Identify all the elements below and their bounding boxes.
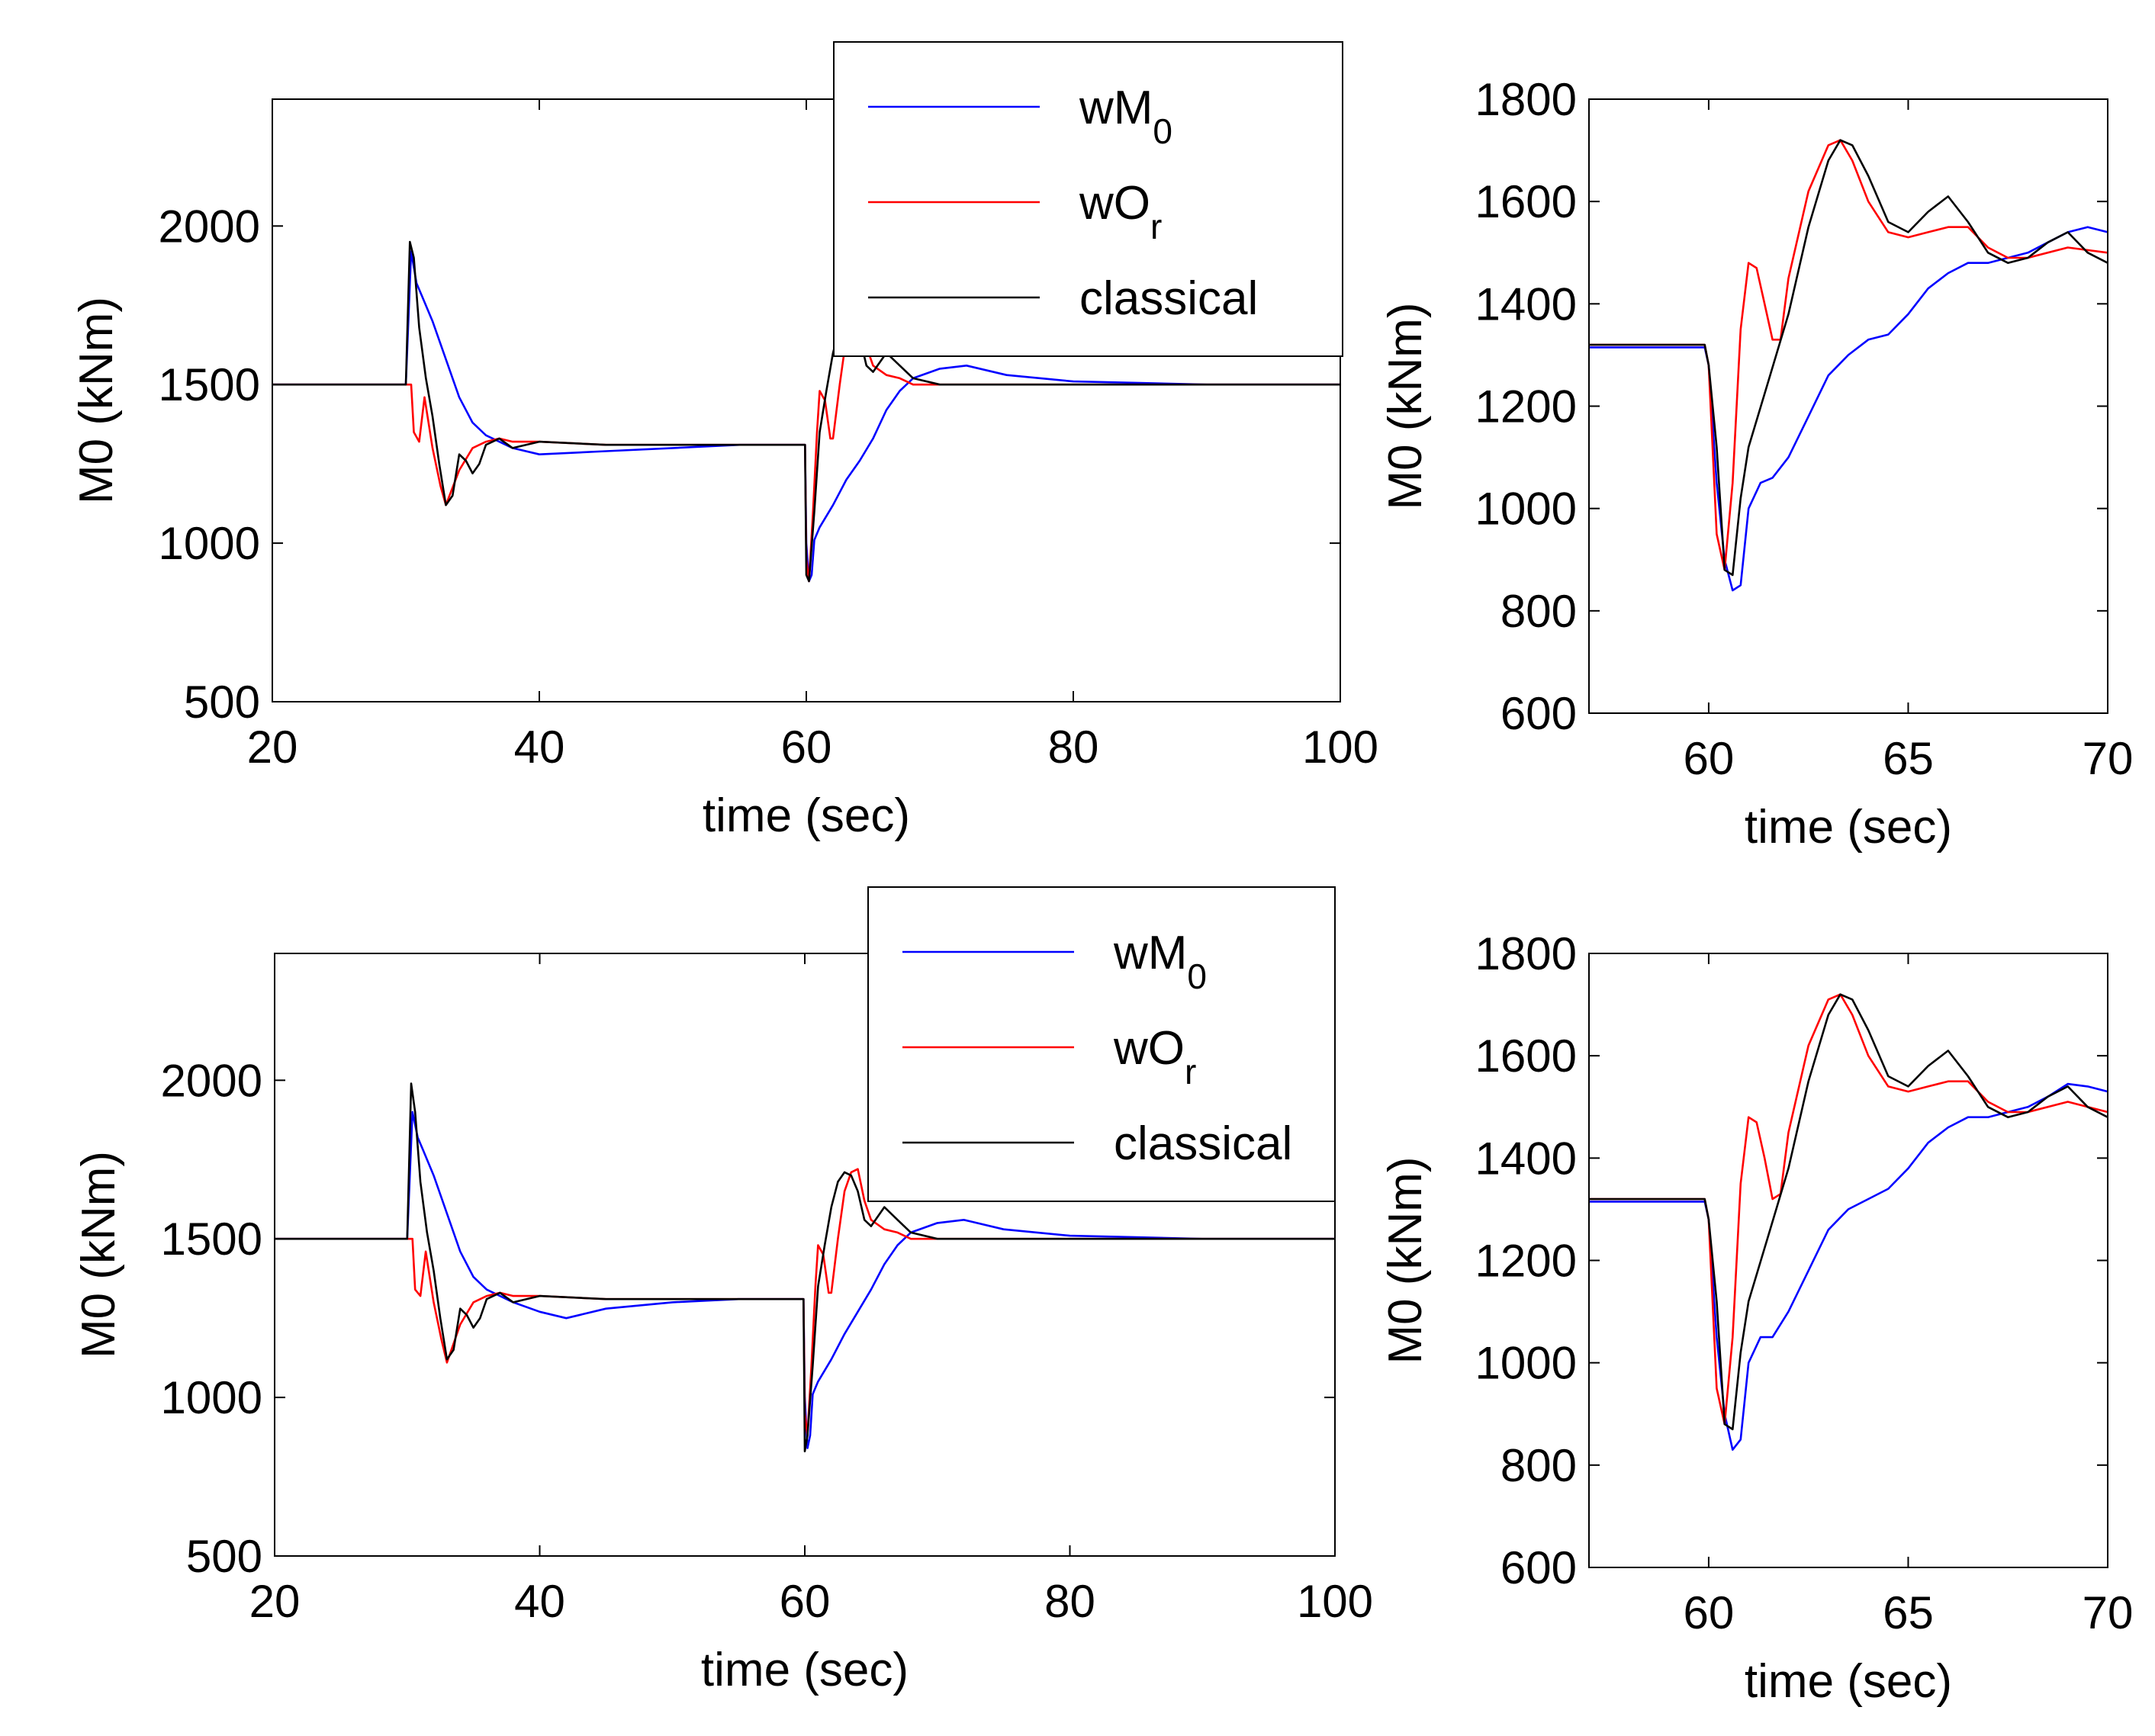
bottom-zoom-y-tick-label: 1400 [1475,1133,1577,1184]
bottom-zoom-series-classical [1589,993,2108,1431]
bottom-zoom-x-tick-label: 70 [2083,1587,2134,1638]
bottom-zoom-y-tick-label: 1200 [1475,1236,1577,1287]
bottom-main-legend-label-base: classical [1114,1117,1292,1170]
top-zoom-y-tick-label: 1800 [1475,74,1577,125]
top-main-chart: 20 40 60 80 100 500 1000 1500 2000 time (sec) M0 (… [70,41,1378,842]
top-zoom-series-classical [1589,139,2108,577]
bottom-zoom-y-tick-label: 800 [1500,1440,1577,1491]
top-zoom-y-tick-label: 1000 [1475,484,1577,535]
bottom-main-y-tick-label: 2000 [161,1055,262,1106]
top-zoom-y-axis-label: M0 (kNm) [1379,302,1432,510]
bottom-main-y-axis-label: M0 (kNm) [72,1151,125,1358]
bottom-main-legend-label-sub: 0 [1187,956,1207,996]
bottom-main-series-classical [275,1082,1335,1453]
bottom-zoom-y-tick-label: 1000 [1475,1338,1577,1389]
bottom-main-y-tick-label: 1000 [161,1372,262,1423]
top-zoom-y-tick-label: 1200 [1475,381,1577,432]
bottom-main-x-tick-label: 100 [1297,1576,1373,1627]
top-main-legend-box [833,41,1343,357]
bottom-zoom-chart: 60 65 70 600 800 1000 1200 1400 1600 1800 time (se… [1379,928,2133,1708]
bottom-main-y-tick-label: 1500 [161,1214,262,1265]
bottom-zoom-y-tick-label: 600 [1500,1542,1577,1593]
top-zoom-plot-frame [1588,98,2108,714]
top-zoom-y-tick-label: 1400 [1475,278,1577,330]
top-zoom-y-tick-label: 1600 [1475,176,1577,227]
top-main-x-axis-label: time (sec) [703,789,910,842]
bottom-main-legend-label-sub: r [1185,1052,1196,1091]
top-main-legend-label-base: classical [1079,272,1258,325]
top-zoom-x-axis-label: time (sec) [1745,801,1952,854]
top-main-y-axis-label: M0 (kNm) [70,297,123,504]
bottom-main-legend-label-0: wM0 [1113,927,1207,996]
top-main-x-tick-label: 80 [1048,722,1099,773]
top-main-legend-label-0: wM0 [1079,82,1172,151]
bottom-main-x-tick-label: 60 [780,1576,831,1627]
bottom-zoom-x-axis-label: time (sec) [1745,1655,1952,1708]
top-zoom-x-tick-label: 65 [1883,733,1934,784]
top-main-y-tick-label: 2000 [159,201,260,252]
bottom-zoom-y-tick-label: 1600 [1475,1030,1577,1082]
top-main-legend-label-2: classical [1079,272,1258,325]
top-main-x-tick-label: 100 [1302,722,1378,773]
bottom-main-legend-label-1: wOr [1113,1022,1196,1091]
bottom-main-legend-label-2: classical [1114,1117,1292,1170]
bottom-main-x-tick-label: 80 [1044,1576,1095,1627]
top-main-x-tick-label: 20 [247,722,298,773]
top-main-legend-label-base: wO [1079,177,1150,230]
top-main-legend-label-sub: r [1150,207,1162,246]
top-zoom-chart: 60 65 70 600 800 1000 1200 1400 1600 1800 time (se… [1379,74,2133,854]
top-main-x-tick-label: 60 [781,722,832,773]
bottom-main-legend-label-base: wM [1113,927,1187,979]
bottom-main-x-tick-label: 40 [514,1576,565,1627]
bottom-main-x-axis-label: time (sec) [701,1644,909,1696]
top-main-legend-label-base: wM [1079,82,1153,134]
top-zoom-y-tick-label: 800 [1500,586,1577,637]
bottom-main-legend-label-base: wO [1113,1022,1185,1075]
bottom-main-legend-box [867,886,1336,1202]
bottom-main-chart: 20 40 60 80 100 500 1000 1500 2000 time (sec) M0 (… [72,886,1373,1696]
top-zoom-series-wM0 [1589,226,2108,592]
top-main-y-tick-label: 1500 [159,359,260,410]
top-zoom-x-tick-label: 70 [2083,733,2134,784]
top-main-y-tick-label: 1000 [159,518,260,569]
bottom-main-x-tick-label: 20 [249,1576,301,1627]
top-main-legend-label-sub: 0 [1153,111,1172,151]
top-zoom-x-tick-label: 60 [1684,733,1735,784]
top-zoom-y-tick-label: 600 [1500,688,1577,739]
top-main-legend-label-1: wOr [1079,177,1162,246]
bottom-zoom-x-tick-label: 65 [1883,1587,1934,1638]
top-main-x-tick-label: 40 [514,722,565,773]
bottom-zoom-series-wM0 [1589,1082,2108,1451]
bottom-zoom-y-tick-label: 1800 [1475,928,1577,979]
bottom-zoom-x-tick-label: 60 [1684,1587,1735,1638]
bottom-zoom-plot-frame [1588,953,2108,1568]
top-main-y-tick-label: 500 [184,677,260,728]
bottom-zoom-y-axis-label: M0 (kNm) [1379,1156,1432,1364]
bottom-main-y-tick-label: 500 [186,1531,262,1582]
